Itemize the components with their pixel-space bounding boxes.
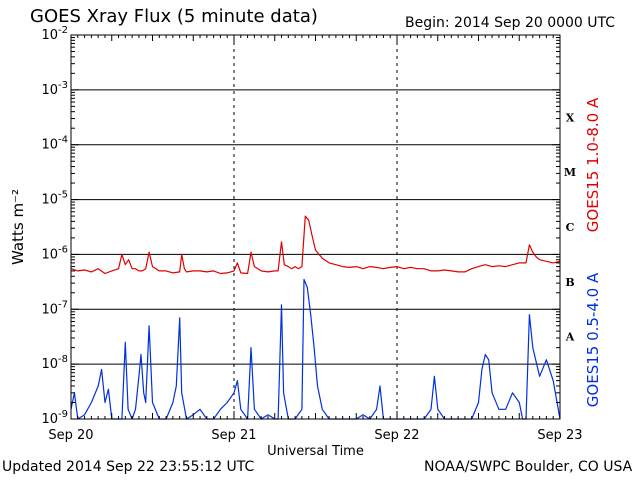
flare-class-label: A: [565, 331, 575, 344]
y-tick-label: 10-8: [41, 354, 68, 372]
legend-series-1: GOES15 1.0-8.0 A: [584, 97, 602, 232]
axis-labels: 10-9 10-8 10-7 10-6 10-5 10-4 10-3 10-2 Sep 20 Se…: [9, 25, 602, 459]
flare-class-label: M: [564, 166, 576, 179]
series-line-1: [70, 215, 561, 275]
chart-title: GOES Xray Flux (5 minute data): [30, 6, 318, 27]
axis-ticks: [70, 34, 561, 420]
x-tick-label: Sep 23: [537, 428, 582, 443]
x-axis-label: Universal Time: [267, 444, 364, 459]
credit-label: NOAA/SWPC Boulder, CO USA: [424, 459, 633, 475]
y-tick-label: 10-5: [41, 190, 68, 208]
y-tick-label: 10-2: [41, 25, 68, 43]
x-tick-label: Sep 21: [211, 428, 256, 443]
begin-time-label: Begin: 2014 Sep 20 0000 UTC: [405, 15, 616, 31]
flare-class-label: X: [566, 111, 575, 124]
y-tick-label: 10-4: [41, 135, 68, 153]
y-tick-label: 10-7: [41, 299, 68, 317]
x-tick-label: Sep 22: [374, 428, 419, 443]
flare-class-label: C: [566, 221, 575, 234]
flare-class-label: B: [565, 276, 574, 289]
series-line-2: [70, 278, 561, 420]
y-tick-label: 10-9: [41, 409, 68, 427]
y-tick-label: 10-6: [41, 244, 68, 262]
x-tick-label: Sep 20: [48, 428, 93, 443]
updated-timestamp: Updated 2014 Sep 22 23:55:12 UTC: [2, 459, 255, 475]
y-axis-label: Watts m⁻²: [9, 189, 27, 265]
y-tick-label: 10-3: [41, 80, 68, 98]
legend-series-2: GOES15 0.5-4.0 A: [584, 272, 602, 407]
series-layer: [70, 215, 561, 420]
